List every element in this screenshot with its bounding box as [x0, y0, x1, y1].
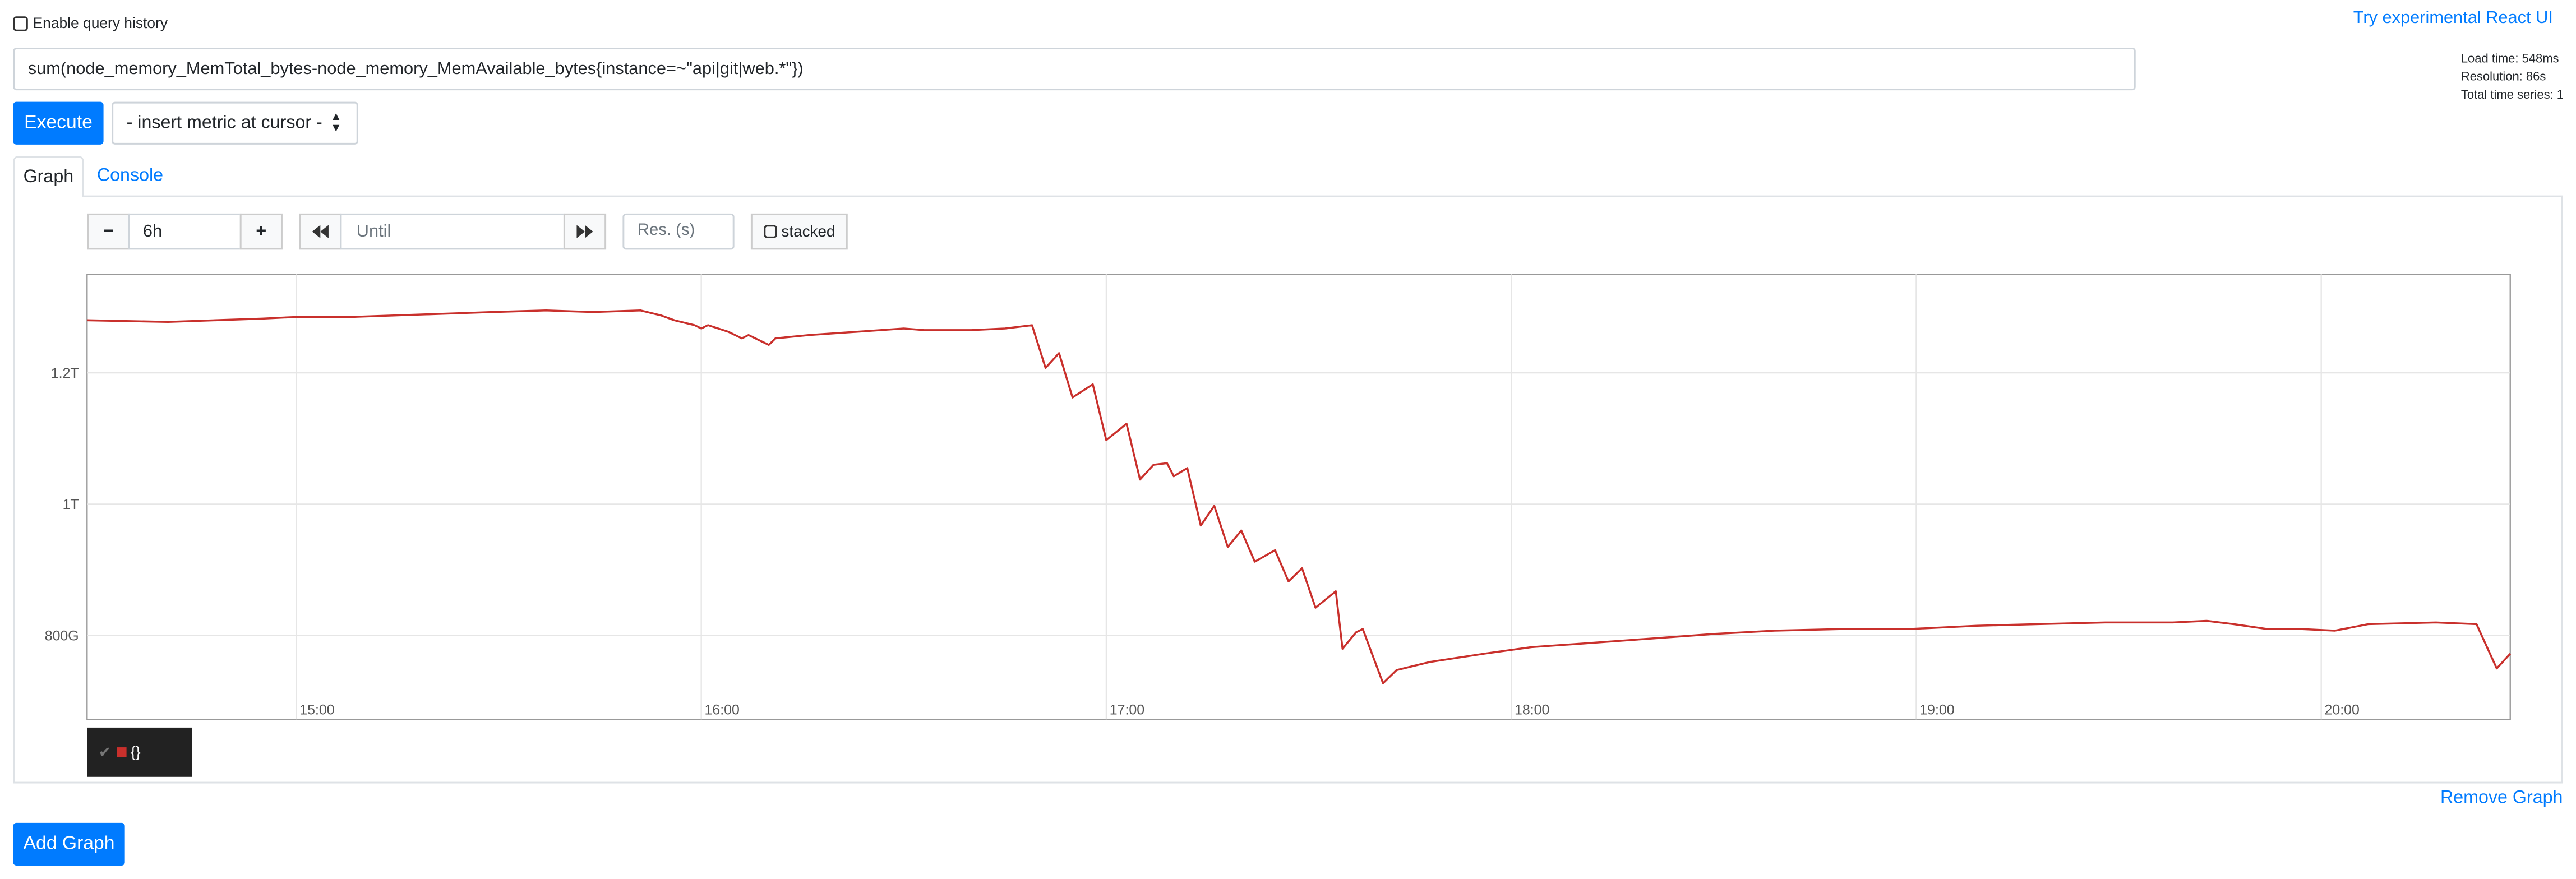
range-plus[interactable]: + — [239, 213, 283, 250]
x-tick-label: 18:00 — [1515, 702, 1549, 718]
resolution-input[interactable]: Res. (s) — [622, 213, 735, 250]
history-label: Enable query history — [33, 15, 168, 31]
x-tick-label: 15:00 — [299, 702, 334, 718]
select-arrow: ▲ ▼ — [330, 112, 342, 135]
graph-tab[interactable]: Graph — [13, 156, 84, 197]
range-minus[interactable]: − — [87, 213, 130, 250]
legend-label: {} — [131, 744, 141, 761]
stat: Total time series: 1 — [2460, 87, 2564, 102]
y-tick-label: 1T — [63, 497, 79, 512]
y-tick-label: 1.2T — [51, 366, 79, 381]
back-icon — [312, 225, 329, 238]
stacked-box — [763, 225, 777, 238]
y-tick-label: 800G — [45, 628, 79, 644]
legend-swatch — [116, 747, 126, 757]
metric-select-text: - insert metric at cursor - — [126, 113, 322, 133]
history-checkbox[interactable] — [13, 16, 28, 31]
remove-graph[interactable]: Remove Graph — [2440, 788, 2563, 808]
range-input[interactable]: 6h — [128, 213, 242, 250]
x-tick-label: 19:00 — [1919, 702, 1954, 718]
query-stats: Load time: 548ms Resolution: 86s Total t… — [2461, 49, 2564, 104]
series-line — [87, 309, 2512, 684]
x-tick-label: 16:00 — [705, 702, 740, 718]
until-input[interactable]: Until — [340, 213, 565, 250]
stat: Resolution: 86s — [2460, 69, 2546, 84]
add-graph[interactable]: Add Graph — [13, 822, 125, 866]
back-button[interactable] — [299, 213, 342, 250]
stacked-label: stacked — [781, 222, 835, 241]
plot-area — [86, 274, 2511, 720]
metric-select[interactable]: - insert metric at cursor - ▲ ▼ — [112, 101, 358, 145]
x-tick-label: 17:00 — [1110, 702, 1144, 718]
console-tab[interactable]: Console — [96, 165, 164, 186]
forward-button[interactable] — [563, 213, 607, 250]
x-tick-label: 20:00 — [2325, 702, 2360, 718]
stacked-button[interactable]: stacked — [750, 213, 848, 250]
legend: ✔ {} — [87, 727, 192, 777]
stat: Load time: 548ms — [2460, 50, 2559, 66]
expression-input[interactable]: sum(node_memory_MemTotal_bytes-node_memo… — [13, 47, 2136, 91]
react-ui-link[interactable]: Try experimental React UI — [2353, 8, 2553, 28]
forward-icon — [576, 225, 593, 238]
legend-check[interactable]: ✔ — [98, 743, 111, 760]
graph-panel — [13, 195, 2563, 784]
execute-button[interactable]: Execute — [13, 101, 104, 145]
